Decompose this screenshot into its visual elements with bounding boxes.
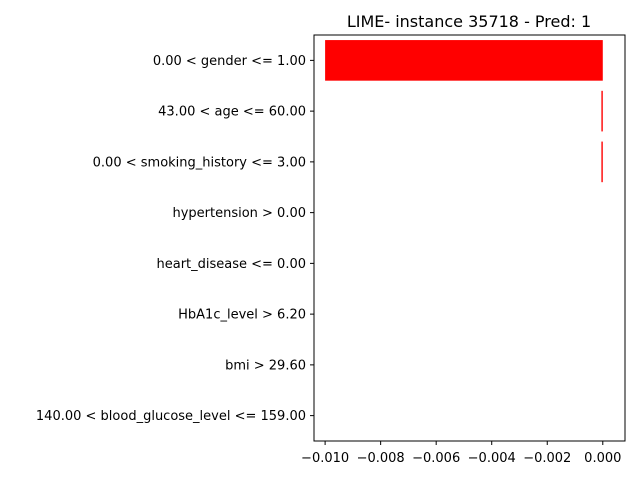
x-tick-label: −0.006 xyxy=(412,451,460,466)
bar xyxy=(601,141,603,183)
y-tick-label: 0.00 < gender <= 1.00 xyxy=(153,54,306,69)
chart-title: LIME- instance 35718 - Pred: 1 xyxy=(347,12,591,31)
plot-frame xyxy=(313,34,626,442)
y-tick-label: bmi > 29.60 xyxy=(225,358,306,373)
bar xyxy=(325,40,603,81)
y-tick-label: HbA1c_level > 6.20 xyxy=(178,308,306,323)
x-tick-label: −0.008 xyxy=(357,451,405,466)
bar xyxy=(601,90,603,132)
x-axis: −0.010 −0.008 −0.006 −0.004 −0.002 0.000 xyxy=(301,441,621,466)
y-tick-label: 43.00 < age <= 60.00 xyxy=(158,105,306,120)
y-tick-label: heart_disease <= 0.00 xyxy=(156,257,306,272)
y-tick-label: hypertension > 0.00 xyxy=(172,206,306,221)
bars-group xyxy=(325,40,603,183)
y-tick-label: 140.00 < blood_glucose_level <= 159.00 xyxy=(36,409,306,424)
x-tick-label: −0.002 xyxy=(523,451,571,466)
y-tick-label: 0.00 < smoking_history <= 3.00 xyxy=(93,155,306,170)
x-tick-label: 0.000 xyxy=(584,451,621,466)
x-tick-label: −0.004 xyxy=(468,451,516,466)
y-tick-labels: 0.00 < gender <= 1.00 43.00 < age <= 60.0… xyxy=(36,54,314,424)
x-tick-label: −0.010 xyxy=(301,451,349,466)
